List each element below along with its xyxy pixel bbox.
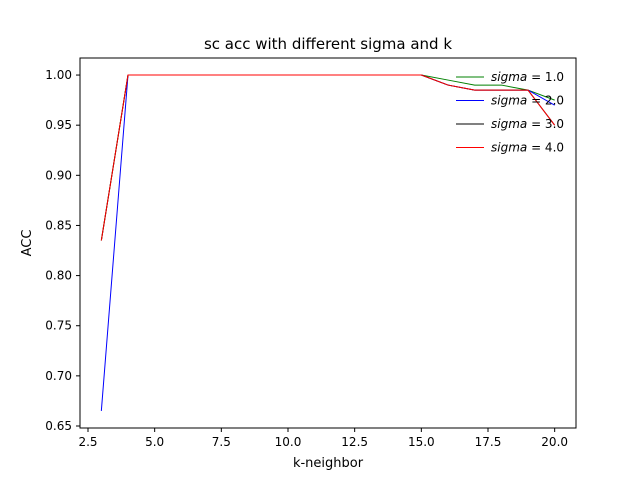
plot-frame	[79, 57, 577, 429]
x-tick-label: 10.0	[275, 435, 302, 449]
legend: sigma = 1.0 sigma = 2.0 sigma = 3.0 sigma =…	[456, 70, 564, 155]
x-tick-label: 7.5	[212, 435, 231, 449]
y-tick-label: 0.85	[45, 218, 72, 232]
y-tick-label: 0.75	[45, 319, 72, 333]
y-tick-label: 0.70	[45, 369, 72, 383]
x-axis: 2.5 5.0 7.5 10.0 12.5 15.0 17.5 20.0	[78, 428, 568, 449]
x-tick-label: 12.5	[341, 435, 368, 449]
y-tick-label: 0.90	[45, 168, 72, 182]
y-tick-label: 0.80	[45, 269, 72, 283]
y-tick-label: 0.65	[45, 419, 72, 433]
series-line-2	[100, 74, 555, 411]
x-tick-label: 5.0	[145, 435, 164, 449]
series-line-4	[100, 74, 556, 241]
series-line-1	[100, 74, 555, 241]
y-axis-label: ACC	[20, 230, 35, 257]
legend-label-4: sigma = 4.0	[491, 141, 564, 155]
y-tick-label: 1.00	[45, 68, 72, 82]
y-axis: 0.65 0.70 0.75 0.80 0.85 0.90 0.95 1.00	[45, 68, 80, 433]
x-tick-label: 2.5	[78, 435, 97, 449]
series-lines	[100, 74, 556, 411]
x-tick-label: 17.5	[475, 435, 502, 449]
x-axis-label: k-neighbor	[293, 456, 364, 471]
y-tick-label: 0.95	[45, 118, 72, 132]
legend-label-1: sigma = 1.0	[491, 70, 564, 84]
chart-title: sc acc with different sigma and k	[204, 35, 452, 53]
legend-label-2: sigma = 2.0	[491, 94, 564, 108]
legend-label-3: sigma = 3.0	[491, 117, 564, 131]
series-line-3	[100, 74, 556, 241]
x-tick-label: 20.0	[541, 435, 568, 449]
x-tick-label: 15.0	[408, 435, 435, 449]
